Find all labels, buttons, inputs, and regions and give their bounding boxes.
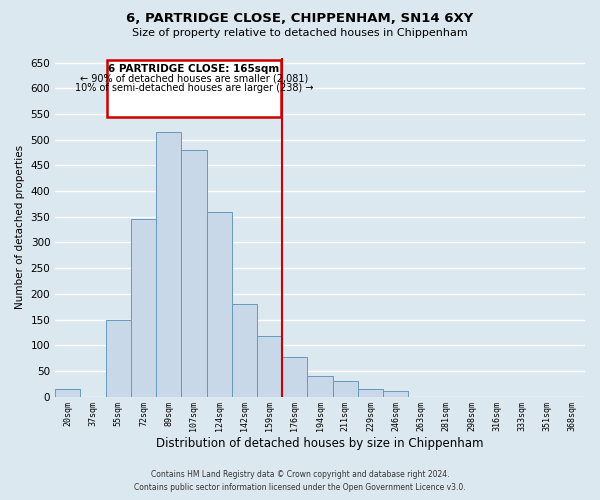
Bar bbox=[131, 220, 156, 396]
Y-axis label: Number of detached properties: Number of detached properties bbox=[15, 145, 25, 309]
Bar bbox=[156, 132, 181, 396]
Bar bbox=[106, 320, 131, 396]
Bar bbox=[358, 389, 383, 396]
Text: Size of property relative to detached houses in Chippenham: Size of property relative to detached ho… bbox=[132, 28, 468, 38]
Bar bbox=[307, 376, 332, 396]
FancyBboxPatch shape bbox=[107, 60, 281, 116]
Bar bbox=[206, 212, 232, 396]
Bar bbox=[257, 336, 282, 396]
Text: ← 90% of detached houses are smaller (2,081): ← 90% of detached houses are smaller (2,… bbox=[80, 74, 308, 84]
Text: 6, PARTRIDGE CLOSE, CHIPPENHAM, SN14 6XY: 6, PARTRIDGE CLOSE, CHIPPENHAM, SN14 6XY bbox=[127, 12, 473, 26]
Bar bbox=[55, 389, 80, 396]
X-axis label: Distribution of detached houses by size in Chippenham: Distribution of detached houses by size … bbox=[157, 437, 484, 450]
Bar bbox=[383, 392, 409, 396]
Bar bbox=[282, 356, 307, 397]
Text: 6 PARTRIDGE CLOSE: 165sqm: 6 PARTRIDGE CLOSE: 165sqm bbox=[109, 64, 280, 74]
Bar bbox=[232, 304, 257, 396]
Text: 10% of semi-detached houses are larger (238) →: 10% of semi-detached houses are larger (… bbox=[74, 83, 313, 93]
Text: Contains HM Land Registry data © Crown copyright and database right 2024.
Contai: Contains HM Land Registry data © Crown c… bbox=[134, 470, 466, 492]
Bar bbox=[332, 381, 358, 396]
Bar bbox=[181, 150, 206, 396]
